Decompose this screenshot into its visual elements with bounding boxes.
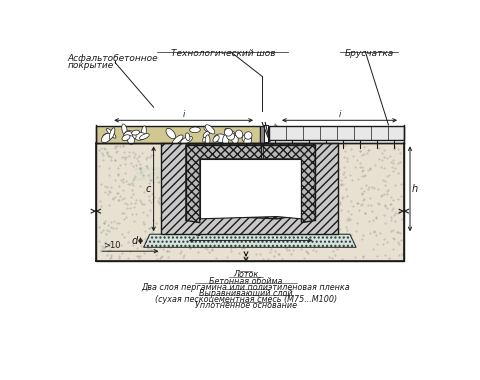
Polygon shape [260, 127, 264, 143]
Text: Лоток: Лоток [233, 271, 259, 279]
Text: застра
сет: застра сет [132, 162, 228, 214]
Ellipse shape [213, 136, 219, 142]
Text: 1:5÷7: 1:5÷7 [271, 122, 280, 142]
Text: Брусчатка: Брусчатка [345, 49, 394, 59]
Ellipse shape [205, 125, 215, 134]
Ellipse shape [107, 128, 116, 138]
Ellipse shape [101, 133, 111, 142]
Text: b: b [195, 228, 202, 238]
Ellipse shape [190, 127, 200, 133]
Ellipse shape [227, 133, 235, 140]
Text: Два слоя пергамина или полиэтиленовая пленка: Два слоя пергамина или полиэтиленовая пл… [142, 283, 350, 292]
Ellipse shape [205, 135, 210, 146]
Ellipse shape [236, 130, 243, 138]
Polygon shape [269, 127, 404, 140]
Ellipse shape [231, 135, 238, 144]
Text: h: h [411, 184, 418, 194]
Text: d: d [132, 236, 138, 246]
Text: (сухая пескоцементная смесь (М75...М100): (сухая пескоцементная смесь (М75...М100) [155, 295, 337, 304]
Polygon shape [200, 159, 301, 219]
Ellipse shape [122, 135, 130, 141]
Text: покрытие: покрытие [67, 61, 114, 70]
Polygon shape [161, 143, 338, 234]
Ellipse shape [109, 128, 115, 139]
Text: Выравнивающий слой: Выравнивающий слой [199, 289, 293, 298]
Text: >10: >10 [104, 241, 121, 250]
Ellipse shape [103, 134, 110, 141]
Ellipse shape [134, 133, 145, 140]
Ellipse shape [185, 133, 190, 141]
Ellipse shape [140, 134, 149, 139]
Ellipse shape [227, 131, 235, 135]
Ellipse shape [203, 134, 208, 142]
Ellipse shape [125, 131, 136, 139]
Ellipse shape [166, 128, 176, 139]
Text: 3÷5: 3÷5 [270, 131, 283, 136]
Text: Бетонная обойма: Бетонная обойма [209, 277, 283, 286]
Ellipse shape [122, 124, 127, 135]
Ellipse shape [203, 131, 210, 138]
Polygon shape [96, 127, 260, 143]
Ellipse shape [214, 134, 227, 142]
Text: i: i [182, 110, 185, 119]
Text: c: c [146, 184, 151, 194]
Ellipse shape [132, 130, 140, 135]
Ellipse shape [242, 135, 251, 142]
Text: Асфальтобетонное: Асфальтобетонное [67, 54, 158, 63]
Ellipse shape [244, 137, 252, 145]
Ellipse shape [204, 126, 212, 132]
Polygon shape [96, 143, 404, 261]
Text: i: i [338, 110, 341, 119]
Ellipse shape [141, 126, 146, 139]
Ellipse shape [225, 128, 232, 134]
Ellipse shape [224, 128, 232, 136]
Text: .ru: .ru [308, 179, 338, 198]
Polygon shape [186, 145, 315, 223]
Polygon shape [144, 234, 356, 247]
Ellipse shape [124, 131, 133, 140]
Text: Технологический шов: Технологический шов [171, 49, 275, 59]
Text: Уплотненное основание: Уплотненное основание [195, 301, 297, 310]
Ellipse shape [128, 136, 134, 144]
Ellipse shape [223, 135, 229, 146]
Ellipse shape [172, 135, 183, 144]
Ellipse shape [244, 132, 252, 139]
Ellipse shape [180, 136, 192, 144]
